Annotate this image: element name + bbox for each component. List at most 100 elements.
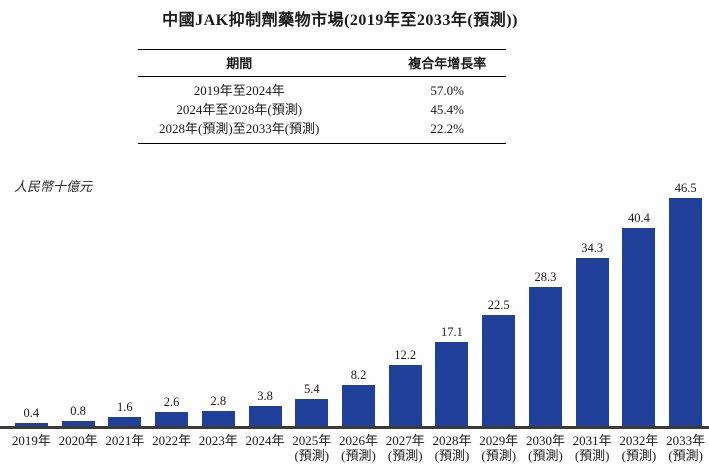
bar [14, 423, 48, 427]
cagr-table-header-cagr: 複合年增長率 [340, 49, 506, 77]
bar-cell: 22.5 [475, 298, 522, 427]
cagr-period-cell: 2028年(預測)至2033年(預測) [138, 119, 341, 144]
x-axis-labels: 2019年 2020年 2021年 2022年 2023年 2024年 2025年 (預測) 2… [8, 433, 709, 463]
cagr-table-row: 2028年(預測)至2033年(預測) 22.2% [138, 119, 506, 144]
x-tick-label: 2020年 [55, 433, 102, 463]
bar [201, 411, 235, 427]
x-tick-label: 2030年 (預測) [522, 433, 569, 463]
x-tick-year: 2027年 [385, 433, 425, 448]
bar-cell: 46.5 [662, 181, 709, 427]
x-tick-year: 2023年 [198, 433, 238, 448]
bar-value-label: 5.4 [303, 382, 320, 396]
x-tick-label: 2033年 (預測) [662, 433, 709, 463]
cagr-value-cell: 57.0% [430, 83, 464, 98]
x-tick-label: 2024年 [242, 433, 289, 463]
bar [622, 228, 656, 427]
x-tick-year: 2019年 [11, 433, 51, 448]
bar-cell: 2.8 [195, 394, 242, 427]
bar [388, 365, 422, 427]
x-tick-label: 2031年 (預測) [569, 433, 616, 463]
bar-cell: 8.2 [335, 368, 382, 427]
cagr-table-header-period: 期間 [138, 49, 341, 77]
bar [482, 315, 516, 427]
x-tick-year: 2033年 [666, 433, 706, 448]
x-tick-year: 2020年 [58, 433, 98, 448]
x-tick-year: 2025年 [292, 433, 332, 448]
bar [248, 406, 282, 427]
x-tick-forecast: (預測) [574, 448, 610, 463]
x-tick-year: 2022年 [152, 433, 192, 448]
bar-value-label: 3.8 [257, 389, 273, 403]
cagr-value-cell: 45.4% [430, 102, 464, 117]
bar-cell: 34.3 [569, 241, 616, 427]
bar [108, 417, 142, 427]
x-tick-label: 2019年 [8, 433, 55, 463]
x-tick-forecast: (預測) [481, 448, 517, 463]
cagr-period-cell: 2019年至2024年 [193, 83, 285, 98]
x-tick-year: 2031年 [572, 433, 612, 448]
x-tick-label: 2021年 [101, 433, 148, 463]
x-tick-forecast: (預測) [387, 448, 423, 463]
x-tick-forecast: (預測) [294, 448, 330, 463]
x-tick-year: 2029年 [479, 433, 519, 448]
bar-cell: 28.3 [522, 270, 569, 427]
chart-title: 中國JAK抑制劑藥物市場(2019年至2033年(預測)) [162, 12, 518, 29]
x-tick-year: 2024年 [245, 433, 285, 448]
cagr-value-cell: 22.2% [340, 119, 506, 144]
x-tick-label: 2032年 (預測) [616, 433, 663, 463]
bar-value-label: 0.8 [70, 404, 86, 418]
bar-value-label: 0.4 [23, 406, 40, 420]
bar-cell: 0.8 [55, 404, 102, 427]
x-tick-forecast: (預測) [528, 448, 563, 463]
cagr-table-row: 2019年至2024年 57.0% [138, 77, 506, 101]
bar-cell: 2.6 [148, 395, 195, 427]
x-tick-year: 2021年 [105, 433, 145, 448]
bar-value-label: 40.4 [627, 211, 650, 225]
bar-chart: 0.4 0.8 1.6 2.6 2.8 3.8 5.4 8.2 12.2 17.1 22.5 28.3… [0, 181, 709, 470]
x-tick-forecast: (預測) [621, 448, 657, 463]
bar [528, 287, 562, 427]
bar-value-label: 17.1 [441, 325, 463, 339]
bar-value-label: 46.5 [674, 181, 697, 195]
bar [669, 198, 703, 427]
bar-value-label: 28.3 [534, 270, 557, 284]
bar-cell: 17.1 [429, 325, 476, 427]
bar-cell: 40.4 [616, 211, 663, 427]
bar-cell: 1.6 [101, 400, 148, 427]
bar-cell: 3.8 [242, 389, 289, 427]
cagr-table-body: 2019年至2024年 57.0% 2024年至2028年(預測) 45.4% 2028… [138, 77, 506, 144]
bar-value-label: 8.2 [350, 368, 367, 382]
bar [435, 342, 469, 427]
x-tick-label: 2026年 (預測) [335, 433, 382, 463]
x-tick-forecast: (預測) [341, 448, 376, 463]
bar-value-label: 22.5 [487, 298, 510, 312]
x-tick-year: 2028年 [432, 433, 472, 448]
bar-value-label: 1.6 [117, 400, 133, 414]
bar-value-label: 34.3 [581, 241, 604, 255]
plot-area: 0.4 0.8 1.6 2.6 2.8 3.8 5.4 8.2 12.2 17.1 22.5 28.3… [8, 181, 709, 427]
bar-cell: 5.4 [288, 382, 335, 427]
bar-cell: 0.4 [8, 406, 55, 427]
x-tick-label: 2027年 (預測) [382, 433, 429, 463]
x-tick-label: 2025年 (預測) [288, 433, 335, 463]
x-tick-forecast: (預測) [668, 448, 703, 463]
bar [575, 258, 609, 427]
x-tick-label: 2028年 (預測) [429, 433, 476, 463]
cagr-table: 期間 複合年增長率 2019年至2024年 57.0% 2024年至2028年(預測… [138, 49, 506, 144]
x-tick-label: 2023年 [195, 433, 242, 463]
bar-cell: 12.2 [382, 348, 429, 427]
x-tick-label: 2022年 [148, 433, 195, 463]
cagr-period-cell: 2024年至2028年(預測) [176, 102, 303, 117]
bar [342, 385, 375, 427]
cagr-table-row: 2024年至2028年(預測) 45.4% [138, 100, 506, 119]
bar [295, 399, 329, 427]
y-axis-unit-label: 人民幣十億元 [14, 179, 93, 194]
bar [61, 421, 95, 427]
bar [155, 412, 189, 427]
cagr-table-header: 期間 複合年增長率 [138, 49, 506, 77]
x-tick-year: 2026年 [339, 433, 379, 448]
x-tick-year: 2030年 [525, 433, 565, 448]
x-tick-label: 2029年 (預測) [475, 433, 522, 463]
bar-value-label: 12.2 [394, 348, 417, 362]
